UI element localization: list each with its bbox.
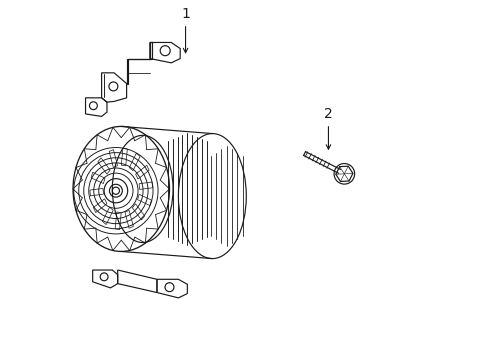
Text: 1: 1 [181,7,190,53]
Text: 2: 2 [324,107,332,149]
